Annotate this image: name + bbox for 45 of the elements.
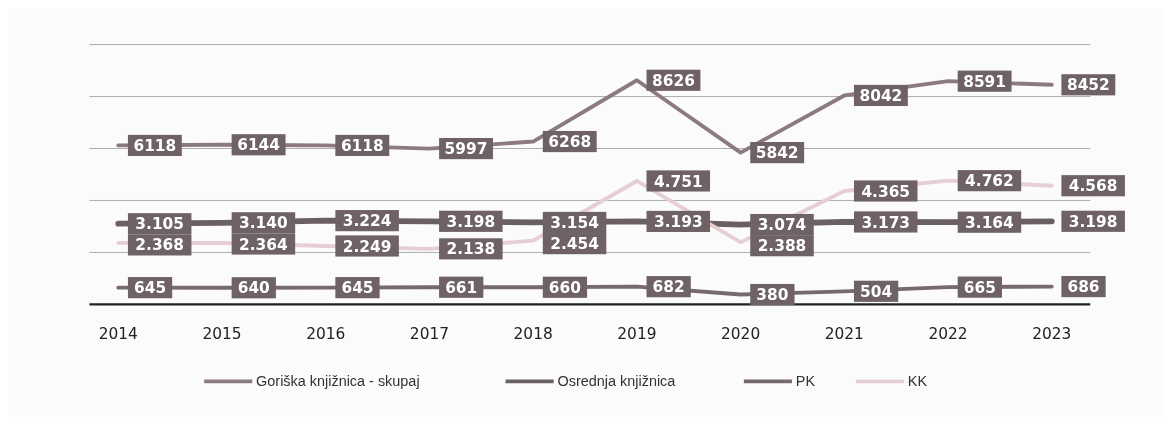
data-label: 6118 — [133, 136, 177, 155]
data-label: 2.368 — [135, 236, 184, 255]
legend-label: Osrednja knjižnica — [557, 373, 677, 390]
data-label: 8042 — [859, 86, 903, 105]
data-label: 665 — [963, 278, 996, 297]
data-label: 6118 — [340, 136, 384, 155]
data-label: 4.762 — [965, 172, 1014, 191]
data-label: 8591 — [963, 72, 1007, 91]
x-tick-label: 2021 — [824, 325, 864, 344]
data-label: 6268 — [548, 133, 592, 152]
data-label: 2.364 — [239, 235, 288, 254]
legend-label: KK — [907, 373, 928, 390]
legend-label: Goriška knjižnica - skupaj — [256, 373, 420, 390]
x-tick-label: 2019 — [617, 325, 657, 344]
data-label: 2.249 — [342, 237, 392, 256]
legend-label: PK — [795, 373, 816, 390]
x-tick-label: 2020 — [721, 325, 761, 344]
data-label: 8626 — [652, 71, 695, 90]
data-label: 2.388 — [757, 237, 807, 256]
data-label: 2.138 — [446, 240, 496, 259]
data-label: 5997 — [444, 140, 488, 159]
data-label: 6144 — [237, 136, 280, 155]
data-label: 4.751 — [653, 172, 703, 191]
x-tick-label: 2015 — [202, 325, 242, 344]
data-label: 661 — [445, 278, 478, 297]
x-tick-label: 2014 — [98, 325, 138, 344]
data-label: 5842 — [755, 144, 799, 163]
x-tick-label: 2016 — [306, 325, 346, 344]
data-label: 4.568 — [1068, 177, 1118, 196]
x-tick-label: 2022 — [928, 325, 968, 344]
data-label: 686 — [1067, 278, 1100, 297]
data-label: 2.454 — [550, 235, 599, 254]
data-label: 682 — [652, 278, 685, 297]
data-label: 380 — [756, 286, 789, 305]
data-label: 8452 — [1066, 76, 1110, 95]
data-label: 3.198 — [1068, 212, 1118, 231]
x-tick-label: 2018 — [513, 325, 553, 344]
data-label: 660 — [548, 278, 581, 297]
data-label: 4.365 — [861, 182, 911, 201]
data-label: 645 — [341, 279, 374, 298]
data-label: 640 — [237, 279, 270, 298]
data-label: 645 — [134, 279, 167, 298]
data-label: 504 — [860, 282, 893, 301]
x-tick-label: 2017 — [409, 325, 450, 344]
x-tick-label: 2023 — [1032, 325, 1072, 344]
